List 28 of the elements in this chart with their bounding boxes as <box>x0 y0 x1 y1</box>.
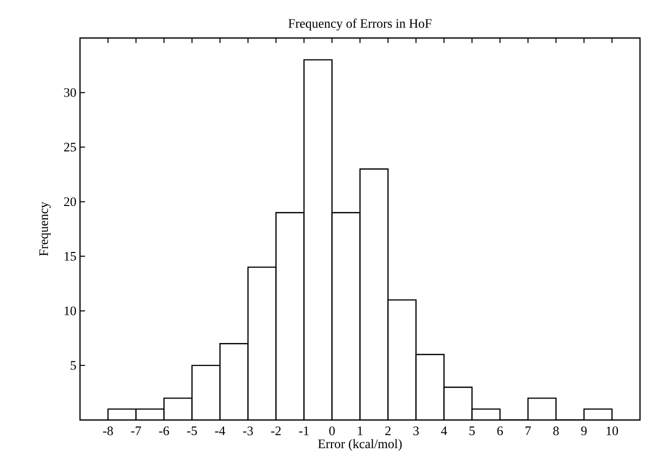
x-tick-label: -5 <box>187 426 197 436</box>
x-tick-label: 7 <box>526 426 531 435</box>
x-tick-label: 8 <box>553 426 559 436</box>
x-tick-label: 10 <box>606 426 618 436</box>
y-tick-label: 20 <box>64 197 76 206</box>
x-tick-label: -6 <box>159 426 170 436</box>
x-tick-label: -2 <box>271 426 281 436</box>
x-tick-label: 6 <box>497 426 503 436</box>
x-tick-label: 1 <box>358 426 362 436</box>
x-tick-label: 4 <box>441 426 448 436</box>
x-tick-label: 2 <box>385 426 391 436</box>
x-tick-label: -1 <box>299 426 309 436</box>
y-tick-label: 10 <box>64 306 76 316</box>
y-tick-label: 30 <box>64 88 76 97</box>
x-tick-label: -4 <box>215 426 226 436</box>
y-tick-label: 15 <box>64 252 76 261</box>
y-axis-title: Frequency <box>39 202 51 256</box>
x-tick-label: -8 <box>103 426 113 436</box>
x-tick-label: -7 <box>131 426 142 435</box>
x-tick-label: 3 <box>413 426 419 436</box>
x-tick-label: 0 <box>329 426 335 436</box>
x-tick-label: 5 <box>470 426 475 436</box>
chart-title: Frequency of Errors in HoF <box>288 18 432 30</box>
x-axis-title: Error (kcal/mol) <box>318 439 402 451</box>
y-tick-label: 25 <box>64 142 76 152</box>
y-tick-label: 5 <box>70 361 76 370</box>
x-tick-label: 9 <box>581 426 587 436</box>
x-tick-label: -3 <box>243 426 253 436</box>
